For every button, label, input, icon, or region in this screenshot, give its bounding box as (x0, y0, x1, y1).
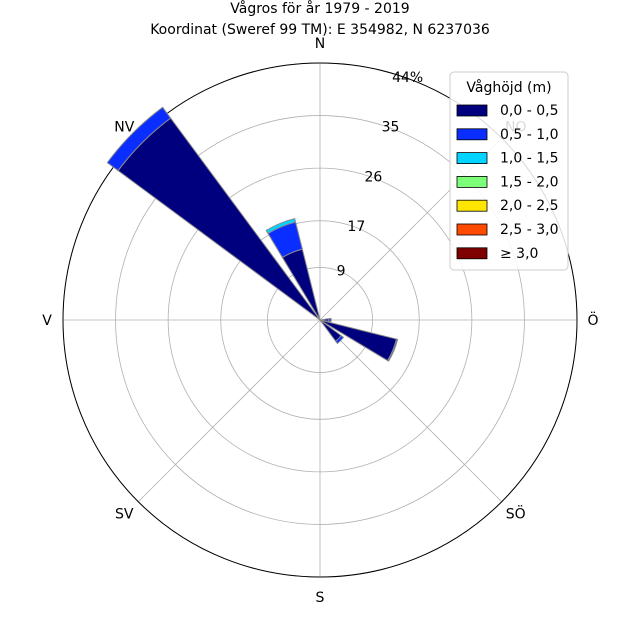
legend-swatch-1 (456, 128, 488, 141)
radial-tick-label-4: 44% (392, 70, 423, 86)
legend-swatch-6 (456, 247, 488, 260)
legend-title: Våghöjd (m) (466, 79, 551, 96)
outer-ring (62, 62, 578, 578)
legend-label-5: 2,5 - 3,0 (500, 222, 558, 238)
radial-tick-labels: 9 17 26 35 44% (337, 70, 424, 279)
direction-label-NV: NV (114, 119, 134, 135)
rose-bar-sector-4-bin-1 (328, 317, 332, 323)
direction-label-Ö: Ö (587, 311, 598, 329)
legend-label-6: ≥ 3,0 (500, 246, 538, 262)
legend-label-0: 0,0 - 0,5 (500, 103, 558, 119)
chart-subtitle: Koordinat (Sweref 99 TM): E 354982, N 62… (150, 22, 490, 38)
rose-bar-sector-14-bin-1 (106, 106, 172, 172)
grid-spoke-5 (137, 319, 321, 503)
direction-label-V: V (42, 313, 52, 329)
rose-bar-sector-6-bin-1 (334, 334, 345, 345)
legend-box (449, 71, 569, 271)
legend-swatch-5 (456, 223, 488, 236)
radial-tick-label-3: 35 (382, 120, 400, 136)
direction-label-S: S (316, 590, 325, 606)
legend-label-2: 1,0 - 1,5 (500, 151, 558, 167)
grid-spoke-3 (319, 319, 503, 503)
legend-label-1: 0,5 - 1,0 (500, 127, 558, 143)
rose-bar-sector-15-bin-2 (265, 217, 297, 235)
direction-label-N: N (315, 36, 325, 52)
legend-swatch-2 (456, 152, 488, 165)
radial-tick-label-2: 26 (365, 169, 383, 185)
radial-tick-label-1: 17 (347, 219, 365, 235)
legend-swatch-0 (456, 104, 488, 117)
rose-bars (106, 106, 399, 362)
direction-label-SÖ: SÖ (506, 505, 526, 523)
chart-title: Vågros för år 1979 - 2019 (230, 0, 409, 17)
legend-label-4: 2,0 - 2,5 (500, 198, 558, 214)
legend-label-3: 1,5 - 2,0 (500, 174, 558, 190)
legend-swatch-4 (456, 199, 488, 212)
legend: Våghöjd (m) 0,0 - 0,5 0,5 - 1,0 1,0 - 1,5 1… (449, 71, 569, 271)
polar-grid (62, 62, 578, 578)
rose-bar-sector-5-bin-1 (386, 338, 399, 362)
direction-label-SV: SV (115, 507, 134, 523)
radial-tick-label-0: 9 (337, 263, 346, 279)
legend-swatch-3 (456, 175, 488, 188)
